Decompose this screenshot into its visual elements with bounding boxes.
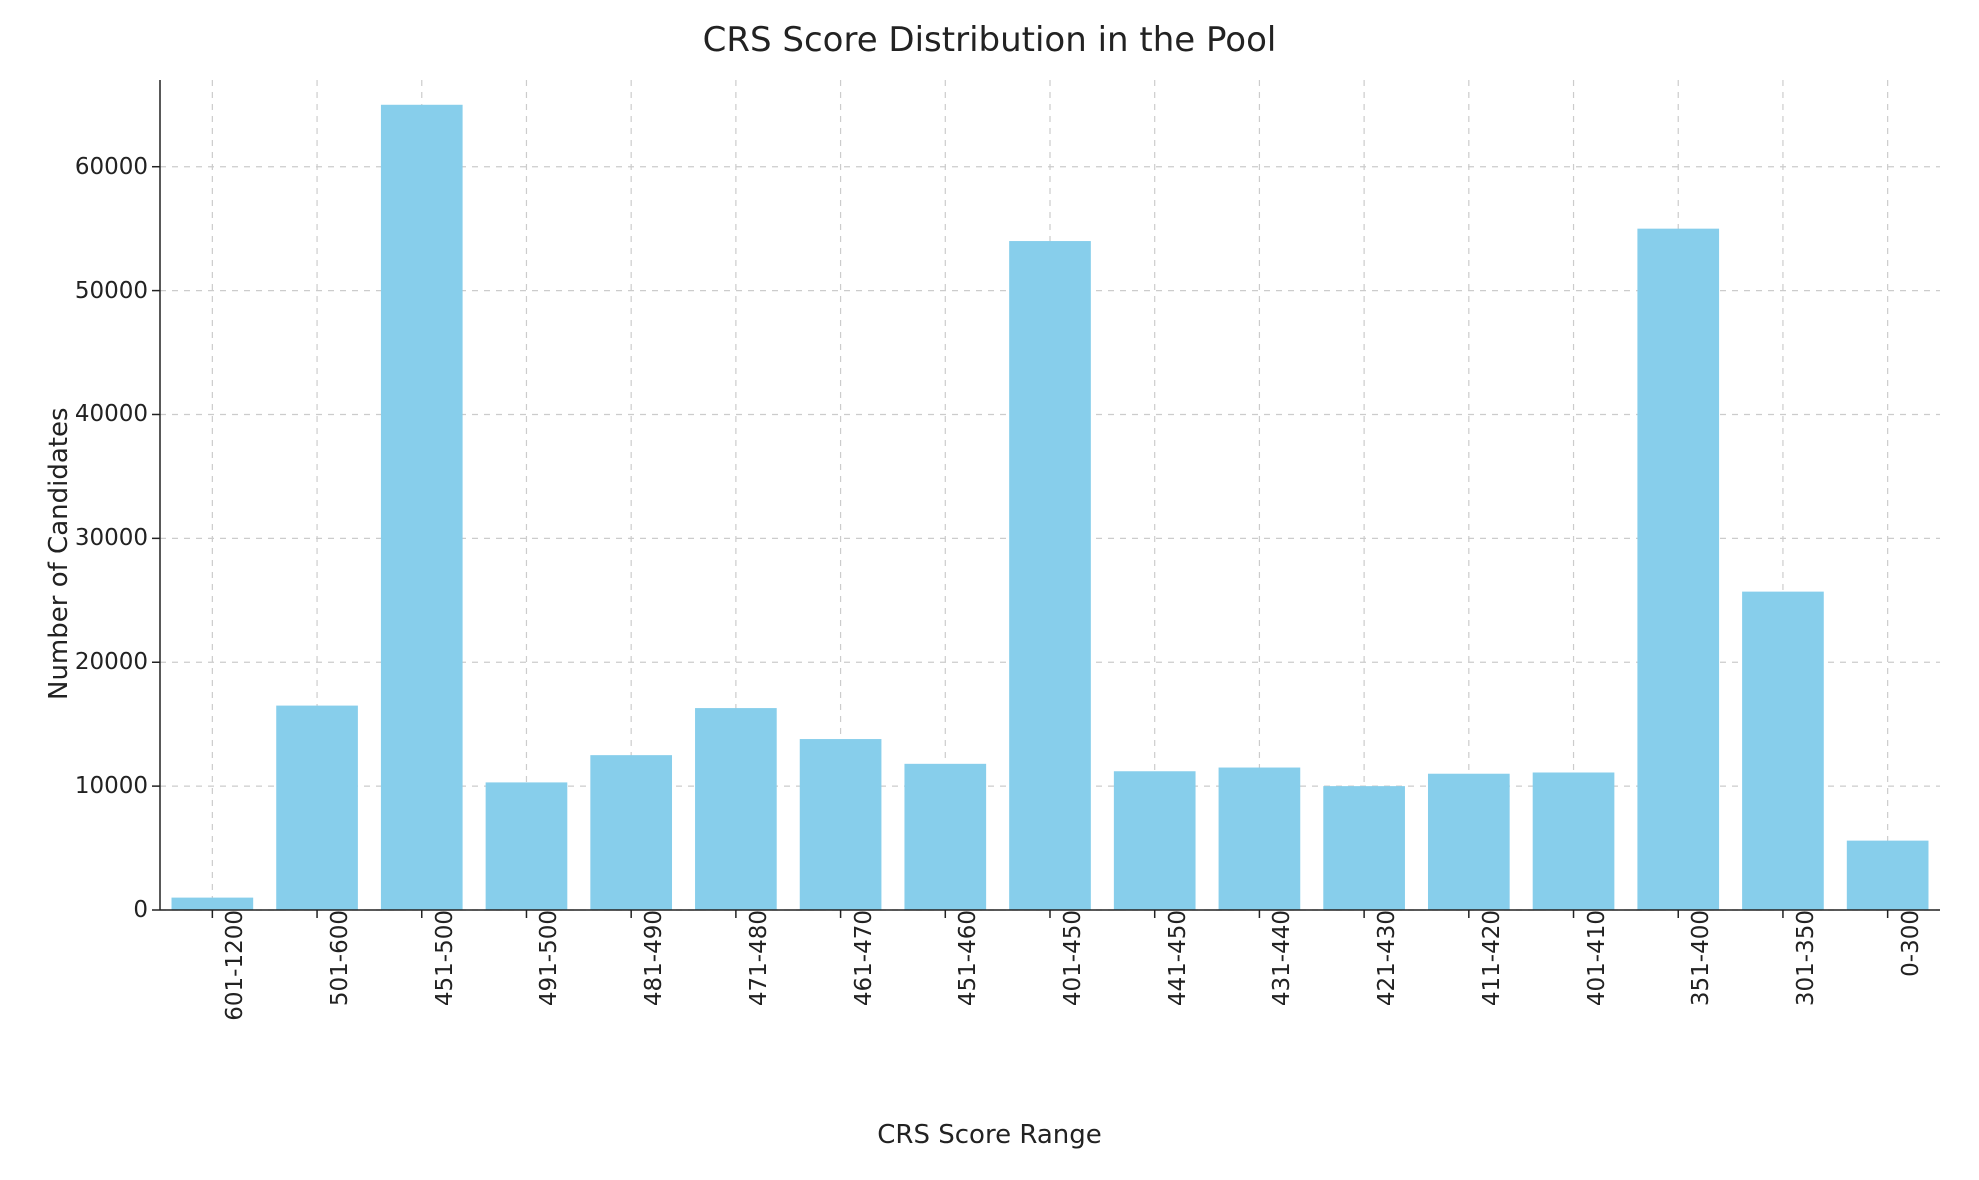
plot-area: 0100002000030000400005000060000 601-1200… [160,80,1940,910]
chart-title: CRS Score Distribution in the Pool [0,20,1979,60]
x-axis-label: CRS Score Range [0,1120,1979,1150]
x-tick-label: 401-450 [1050,910,1086,1006]
x-tick-label: 461-470 [841,910,877,1006]
crs-distribution-chart: CRS Score Distribution in the Pool Numbe… [0,0,1979,1180]
y-tick-label: 30000 [75,525,160,551]
y-tick-label: 50000 [75,278,160,304]
x-tick-label: 601-1200 [212,910,248,1021]
x-tick-label: 491-500 [526,910,562,1006]
x-tick-label: 431-440 [1259,910,1295,1006]
y-tick-label: 10000 [75,773,160,799]
y-axis-label: Number of Candidates [44,408,74,701]
x-tick-label: 441-450 [1155,910,1191,1006]
x-tick-label: 411-420 [1469,910,1505,1006]
y-tick-label: 0 [133,897,160,923]
x-tick-label: 421-430 [1364,910,1400,1006]
y-tick-label: 20000 [75,649,160,675]
x-tick-label: 0-300 [1888,910,1924,977]
x-tick-label: 451-460 [945,910,981,1006]
x-tick-label: 471-480 [736,910,772,1006]
x-tick-label: 481-490 [631,910,667,1006]
axes-layer [160,80,1940,910]
y-tick-label: 40000 [75,401,160,427]
x-tick-label: 501-600 [317,910,353,1006]
x-tick-label: 351-400 [1678,910,1714,1006]
x-tick-label: 451-500 [422,910,458,1006]
x-tick-label: 401-410 [1574,910,1610,1006]
x-tick-label: 301-350 [1783,910,1819,1006]
y-tick-label: 60000 [75,154,160,180]
